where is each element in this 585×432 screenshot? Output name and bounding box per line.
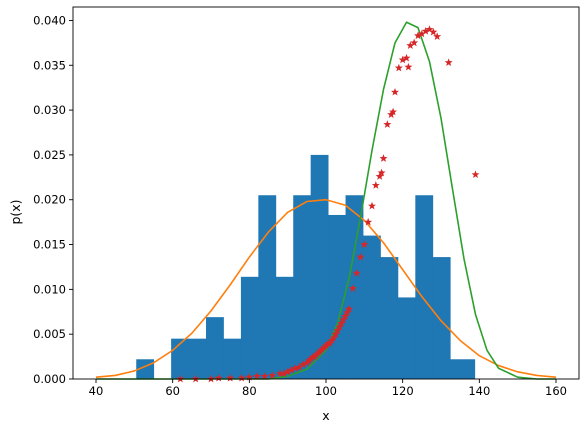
skewed-curve	[96, 21, 556, 380]
y-tick-label: 0.040	[33, 13, 66, 27]
scatter-point	[268, 371, 277, 379]
scatter-point	[391, 87, 399, 96]
y-tick-label: 0.000	[33, 372, 66, 386]
scatter-point	[356, 252, 365, 261]
scatter-point	[337, 319, 346, 327]
scatter-point	[318, 345, 327, 353]
scatter-point	[398, 55, 407, 64]
scatter-point	[308, 353, 317, 361]
normal-curve	[95, 198, 557, 379]
y-tick-label: 0.010	[33, 282, 66, 296]
scatter-point	[331, 329, 340, 338]
scatter-point	[306, 355, 315, 363]
scatter-point	[237, 373, 246, 382]
scatter-point	[425, 25, 434, 33]
histogram-bar	[380, 257, 399, 379]
scatter-point	[304, 356, 313, 365]
scatter-point	[379, 154, 388, 162]
histogram-bar	[328, 214, 346, 379]
scatter-point	[404, 62, 413, 71]
histogram-bar	[432, 257, 451, 379]
scatter-point	[433, 32, 442, 40]
histogram-bar	[275, 276, 294, 379]
scatter-point	[364, 217, 373, 226]
y-tick-label: 0.015	[33, 238, 66, 252]
x-tick-label: 160	[545, 384, 567, 398]
histogram-bar	[310, 154, 329, 379]
scatter-point	[402, 53, 411, 62]
histogram-bar	[188, 338, 207, 379]
scatter-point	[410, 38, 419, 47]
y-tick-label: 0.035	[33, 58, 66, 72]
scatter-point	[283, 367, 292, 376]
scatter-point	[341, 312, 350, 320]
scatter-point	[394, 63, 403, 72]
histogram-bar	[223, 338, 242, 379]
histogram-bar	[415, 195, 434, 379]
scatter-point	[471, 170, 480, 179]
x-axis-label: x	[322, 408, 329, 423]
scatter-point	[245, 373, 254, 381]
scatter-point	[421, 27, 430, 35]
scatter-point	[312, 350, 321, 359]
scatter-point	[323, 339, 332, 348]
histogram-bar	[467, 359, 476, 379]
scatter-point	[414, 31, 422, 40]
scatter-point	[352, 269, 361, 277]
x-tick-label: 120	[392, 384, 414, 398]
histogram-bar	[362, 235, 381, 379]
scatter-point	[299, 360, 307, 369]
scatter-point	[333, 326, 342, 334]
y-tick-label: 0.005	[33, 327, 66, 341]
scatter-point	[291, 364, 300, 372]
scatter-point	[260, 372, 269, 380]
x-tick-label: 80	[242, 384, 257, 398]
scatter-point	[226, 373, 235, 382]
scatter-point	[320, 343, 329, 352]
x-tick-label: 140	[468, 384, 490, 398]
scatter-point	[360, 240, 369, 248]
scatter-point	[329, 333, 338, 342]
scatter-point	[377, 168, 386, 177]
y-axis-label: p(x)	[8, 199, 23, 224]
histogram-bar	[397, 297, 416, 379]
histogram-bar	[206, 317, 224, 379]
scatter-point	[310, 352, 319, 360]
scatter-point	[368, 201, 376, 210]
scatter-point	[389, 107, 398, 116]
scatter-point	[253, 372, 261, 380]
x-tick-label: 40	[89, 384, 104, 398]
y-tick-label: 0.025	[33, 148, 66, 162]
x-tick-label: 60	[165, 384, 180, 398]
scatter-point	[287, 365, 296, 374]
scatter-point	[279, 369, 288, 378]
scatter-point	[335, 322, 344, 331]
histogram-bar	[240, 276, 259, 379]
scatter-point	[316, 347, 325, 355]
scatter-point	[444, 58, 453, 66]
scatter-point	[383, 120, 392, 128]
scatter-point	[406, 41, 415, 49]
scatter-point	[417, 29, 426, 38]
scatter-point	[429, 27, 438, 36]
y-tick-label: 0.020	[33, 193, 66, 207]
scatter-point	[276, 369, 284, 378]
scatter-point	[343, 308, 352, 317]
scatter-point	[345, 304, 353, 313]
scatter-point	[302, 358, 311, 367]
scatter-point	[339, 315, 348, 324]
scatter-point	[348, 284, 357, 292]
scatter-point	[375, 172, 384, 180]
x-tick-label: 100	[315, 384, 337, 398]
histogram-bar	[258, 195, 277, 379]
scatter-point	[214, 373, 223, 382]
histogram-bar	[293, 195, 312, 379]
scatter-point	[295, 363, 304, 371]
y-tick-label: 0.030	[33, 103, 66, 117]
scatter-point	[322, 341, 330, 350]
histogram-bar	[450, 359, 469, 379]
scatter-point	[371, 181, 380, 189]
scatter-point	[314, 348, 323, 357]
